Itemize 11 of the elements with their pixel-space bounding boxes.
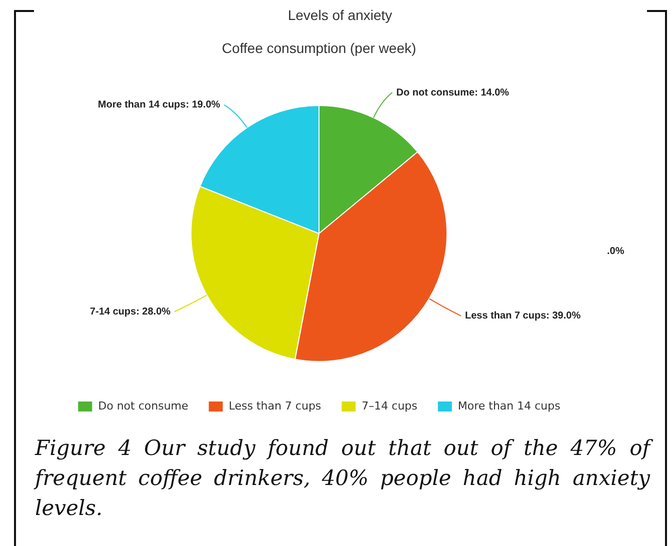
legend-label: 7–14 cups (362, 399, 418, 412)
data-label: 7-14 cups: 28.0% (90, 306, 171, 318)
legend-label: More than 14 cups (458, 399, 561, 412)
chart-subtitle: Coffee consumption (per week) (222, 40, 416, 56)
text: .0% (607, 246, 624, 257)
data-label: Less than 7 cups: 39.0% (464, 310, 581, 322)
legend-label: Do not consume (98, 399, 189, 412)
legend-label: Less than 7 cups (228, 399, 322, 412)
data-label: Do not consume: 14.0% (396, 87, 510, 98)
data-label: More than 14 cups: 19.0% (98, 100, 220, 111)
chart-title: Levels of anxiety (288, 6, 392, 23)
